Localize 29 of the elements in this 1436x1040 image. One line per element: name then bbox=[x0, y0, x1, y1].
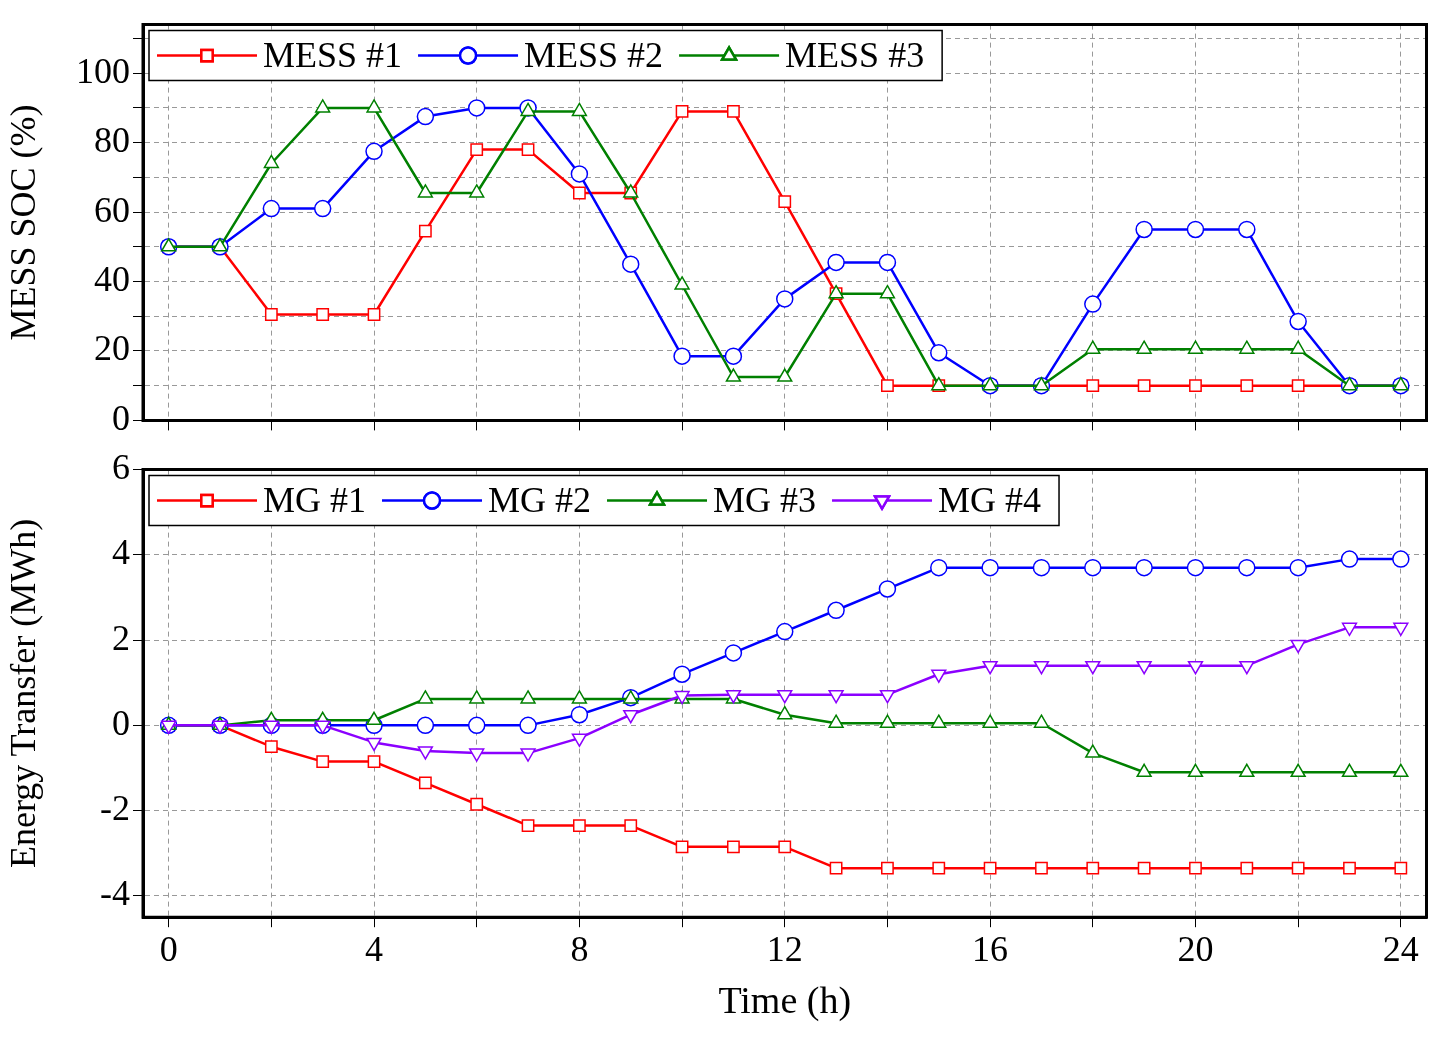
x-tick-label: 0 bbox=[159, 929, 178, 970]
y-axis-title: MESS SOC (%) bbox=[3, 104, 44, 341]
y-tick-label: 4 bbox=[112, 532, 130, 573]
y-tick-label: 0 bbox=[112, 702, 130, 743]
y-tick-label: 20 bbox=[94, 328, 130, 369]
legend-label: MESS #3 bbox=[785, 35, 925, 76]
x-tick-label: 16 bbox=[972, 929, 1009, 970]
x-axis-title: Time (h) bbox=[718, 979, 852, 1023]
y-tick-label: -4 bbox=[100, 873, 130, 914]
y-tick-label: 2 bbox=[112, 617, 130, 658]
x-tick-label: 8 bbox=[570, 929, 589, 970]
y-tick-label: 40 bbox=[94, 258, 130, 299]
legend-label: MESS #2 bbox=[524, 35, 664, 76]
legend-label: MG #1 bbox=[263, 480, 367, 521]
y-axis-title: Energy Transfer (MWh) bbox=[3, 518, 44, 869]
y-tick-label: 80 bbox=[94, 120, 130, 161]
x-tick-label: 4 bbox=[365, 929, 384, 970]
x-tick-label: 24 bbox=[1382, 929, 1419, 970]
legend-label: MESS #1 bbox=[263, 35, 403, 76]
legend-label: MG #4 bbox=[938, 480, 1042, 521]
y-tick-label: -2 bbox=[100, 788, 130, 829]
x-tick-label: 12 bbox=[766, 929, 803, 970]
legend-label: MG #3 bbox=[713, 480, 817, 521]
y-tick-label: 100 bbox=[76, 50, 130, 91]
legend-label: MG #2 bbox=[488, 480, 592, 521]
y-tick-label: 60 bbox=[94, 189, 130, 230]
x-tick-label: 20 bbox=[1177, 929, 1214, 970]
y-tick-label: 0 bbox=[112, 397, 130, 438]
y-tick-label: 6 bbox=[112, 447, 130, 488]
